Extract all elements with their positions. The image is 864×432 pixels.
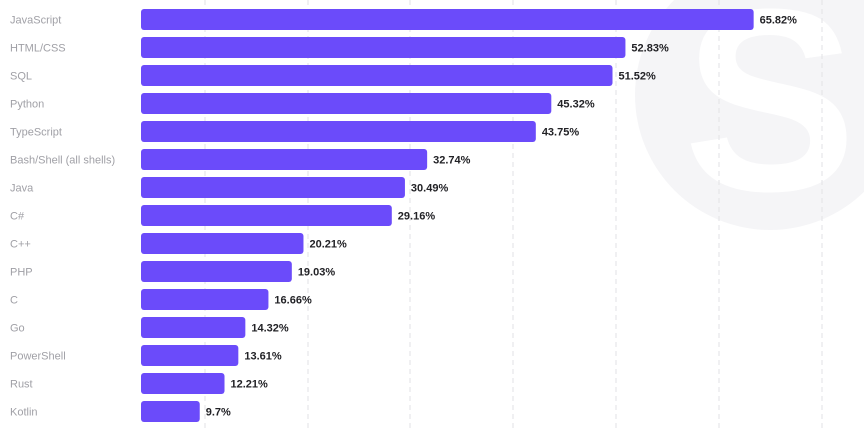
bar <box>141 317 246 338</box>
category-label: Java <box>10 183 34 195</box>
category-label: Go <box>10 323 25 335</box>
logo-watermark: S <box>635 0 864 246</box>
bar <box>141 261 292 282</box>
bar <box>141 93 552 114</box>
bar <box>141 121 536 142</box>
bar <box>141 65 613 86</box>
bar <box>141 401 200 422</box>
bar-row: Rust 12.21% <box>10 373 268 394</box>
bar-row: Python 45.32% <box>10 93 595 114</box>
svg-text:S: S <box>683 0 856 246</box>
bar-row: SQL 51.52% <box>10 65 656 86</box>
category-label: JavaScript <box>10 15 61 27</box>
bar <box>141 233 304 254</box>
value-label: 29.16% <box>398 211 436 223</box>
value-label: 52.83% <box>631 43 669 55</box>
category-label: HTML/CSS <box>10 43 66 55</box>
category-label: C# <box>10 211 25 223</box>
value-label: 20.21% <box>309 239 347 251</box>
value-label: 13.61% <box>244 351 282 363</box>
value-label: 43.75% <box>542 127 580 139</box>
value-label: 32.74% <box>433 155 471 167</box>
category-label: PowerShell <box>10 351 66 363</box>
bar <box>141 9 754 30</box>
value-label: 12.21% <box>231 379 269 391</box>
bar <box>141 149 428 170</box>
value-label: 51.52% <box>619 71 657 83</box>
category-label: C <box>10 295 18 307</box>
category-label: C++ <box>10 239 31 251</box>
bar-row: C# 29.16% <box>10 205 435 226</box>
value-label: 19.03% <box>298 267 336 279</box>
bar-row: PHP 19.03% <box>10 261 335 282</box>
bar-row: Go 14.32% <box>10 317 289 338</box>
bar <box>141 345 239 366</box>
bar <box>141 205 392 226</box>
bar <box>141 289 269 310</box>
bar-row: HTML/CSS 52.83% <box>10 37 669 58</box>
value-label: 45.32% <box>557 99 595 111</box>
bar-row: C 16.66% <box>10 289 312 310</box>
category-label: SQL <box>10 71 32 83</box>
bar <box>141 37 626 58</box>
value-label: 14.32% <box>251 323 289 335</box>
bar <box>141 177 405 198</box>
value-label: 9.7% <box>206 407 231 419</box>
value-label: 65.82% <box>760 15 798 27</box>
value-label: 16.66% <box>274 295 312 307</box>
value-label: 30.49% <box>411 183 449 195</box>
category-label: TypeScript <box>10 127 62 139</box>
category-label: PHP <box>10 267 33 279</box>
category-label: Kotlin <box>10 407 38 419</box>
bars: JavaScript 65.82% HTML/CSS 52.83% SQL 51.52% P… <box>10 9 797 422</box>
bar-row: Java 30.49% <box>10 177 448 198</box>
category-label: Python <box>10 99 44 111</box>
bar-row: TypeScript 43.75% <box>10 121 579 142</box>
bar-row: Kotlin 9.7% <box>10 401 231 422</box>
category-label: Rust <box>10 379 33 391</box>
bar <box>141 373 225 394</box>
bar-row: PowerShell 13.61% <box>10 345 282 366</box>
bar-row: JavaScript 65.82% <box>10 9 797 30</box>
bar-row: C++ 20.21% <box>10 233 347 254</box>
bar-row: Bash/Shell (all shells) 32.74% <box>10 149 471 170</box>
category-label: Bash/Shell (all shells) <box>10 155 115 167</box>
